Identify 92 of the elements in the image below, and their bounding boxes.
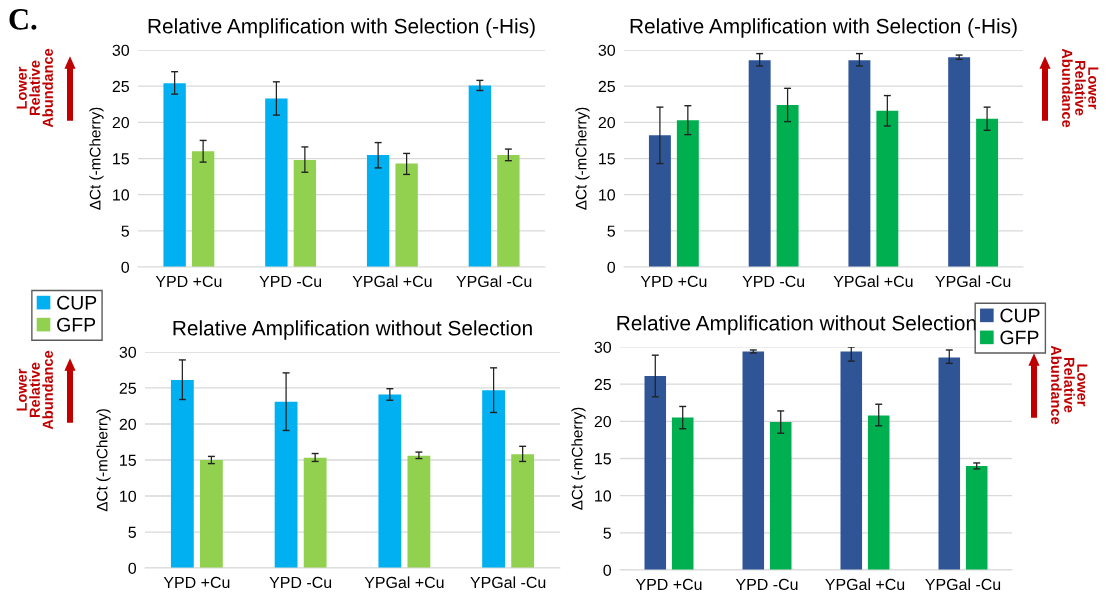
y-tick-label: 20 [119,418,137,430]
text: Lower Relative Abundance [16,350,53,430]
bar [867,415,890,570]
y-tick-label: 0 [121,261,130,273]
x-tick-label: YPGal -Cu [470,576,546,589]
bar [468,85,492,267]
y-tick-label: 15 [599,153,615,165]
legend-label: CUP [57,295,97,310]
bar [199,460,223,568]
y-tick-label: 25 [598,80,615,93]
chart-title: Relative Amplification without Selection [173,320,532,340]
y-tick-label: 20 [598,116,616,129]
x-tick-label: YPGal +Cu [352,275,432,288]
y-tick-label: 30 [594,341,612,353]
bar [497,154,520,267]
bar [378,394,402,568]
x-tick-label: YPD -Cu [742,275,805,288]
bar [511,454,535,568]
y-tick-label: 5 [607,225,615,237]
bar [303,457,327,568]
y-tick-label: 10 [120,490,137,502]
bar [948,57,971,267]
text: C. [9,9,37,30]
bar [965,465,988,570]
text: Lower Relative Abundance [1051,345,1088,425]
bar [265,98,288,267]
bar [776,104,799,267]
y-axis-title: ΔCt (-mCherry) [575,107,590,210]
y-tick-label: 15 [113,153,129,165]
y-axis-title: ΔCt (-mCherry) [571,407,586,510]
y-tick-label: 5 [121,225,129,237]
bar [840,351,863,570]
y-axis-title: ΔCt (-mCherry) [96,409,111,512]
x-tick-label: YPD -Cu [735,578,798,591]
bar [938,357,961,570]
legend-label: CUP [1000,308,1040,323]
y-tick-label: 30 [112,44,130,56]
x-tick-label: YPGal +Cu [833,275,913,288]
bar [671,417,694,570]
bar [170,380,194,568]
y-tick-label: 5 [128,526,136,538]
legend-label: GFP [1000,330,1039,345]
text: Lower Relative Abundance [1062,48,1099,128]
legend-label: GFP [57,317,96,332]
x-tick-label: YPGal -Cu [935,275,1011,288]
x-tick-label: YPD +Cu [155,275,222,288]
y-tick-label: 10 [113,189,130,201]
y-tick-label: 10 [595,490,612,502]
y-tick-label: 20 [112,116,130,129]
y-tick-label: 20 [594,415,612,428]
y-tick-label: 15 [595,453,611,465]
bar [676,120,699,267]
bar [876,110,899,267]
bar [769,422,792,570]
bar [395,163,418,267]
bar [644,375,667,570]
text: Lower Relative Abundance [16,48,53,128]
x-tick-label: YPD -Cu [269,576,332,589]
bar [848,60,871,267]
y-tick-label: 30 [598,44,616,56]
bar [648,135,671,267]
y-tick-label: 5 [603,527,611,539]
y-axis-title: ΔCt (-mCherry) [89,107,104,210]
chart-title: Relative Amplification with Selection (-His) [148,18,535,38]
x-tick-label: YPGal +Cu [364,576,444,589]
bar [293,159,317,267]
bar [191,151,215,267]
bar [274,401,298,568]
bar [976,118,999,267]
chart-title: Relative Amplification with Selection (-His) [630,18,1017,38]
y-tick-label: 25 [594,378,611,391]
y-tick-label: 0 [607,261,616,273]
bar [163,83,186,267]
bar [482,390,506,568]
bar [407,455,431,568]
bar [748,60,771,267]
bar [742,351,765,570]
x-tick-label: YPGal -Cu [456,275,532,288]
y-tick-label: 0 [603,564,612,576]
y-tick-label: 0 [128,562,137,574]
x-tick-label: YPD -Cu [259,275,322,288]
y-tick-label: 15 [120,454,136,466]
x-tick-label: YPD +Cu [640,275,707,288]
y-tick-label: 25 [112,80,129,93]
y-tick-label: 10 [599,189,616,201]
y-tick-label: 25 [119,382,136,394]
y-tick-label: 30 [119,346,137,358]
x-tick-label: YPD +Cu [635,578,702,591]
x-tick-label: YPGal -Cu [925,578,1001,591]
bar [366,154,390,267]
x-tick-label: YPD +Cu [163,576,230,589]
x-tick-label: YPGal +Cu [825,578,905,591]
